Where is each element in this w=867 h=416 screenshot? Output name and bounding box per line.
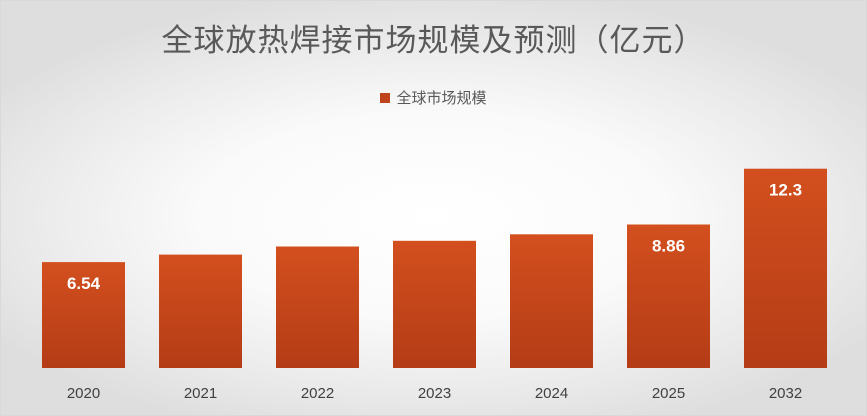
- x-tick-label: 2022: [301, 385, 334, 402]
- bar-2020: [42, 262, 125, 368]
- legend: 全球市场规模: [1, 87, 866, 108]
- x-tick-label: 2025: [652, 385, 685, 402]
- legend-label: 全球市场规模: [396, 89, 487, 107]
- bar-2021: [159, 254, 242, 368]
- x-tick-label: 2024: [535, 385, 568, 402]
- data-label: 8.86: [652, 237, 685, 256]
- bar-2022: [276, 246, 359, 368]
- bar-2025: [627, 224, 710, 368]
- data-label: 6.54: [67, 274, 101, 293]
- x-tick-label: 2021: [184, 385, 217, 402]
- x-tick-label: 2020: [67, 385, 100, 402]
- bar-2023: [393, 240, 476, 368]
- bar-2032: [744, 168, 827, 368]
- chart-title: 全球放热焊接市场规模及预测（亿元）: [161, 23, 706, 59]
- legend-swatch: [380, 93, 391, 103]
- x-tick-label: 2023: [418, 385, 451, 402]
- data-label: 12.3: [769, 181, 802, 200]
- x-tick-label: 2032: [769, 385, 802, 402]
- bar-2024: [510, 234, 593, 368]
